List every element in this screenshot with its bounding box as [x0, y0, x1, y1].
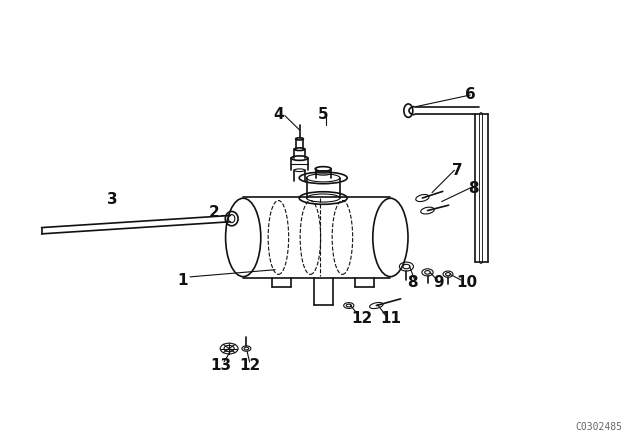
Text: 13: 13 — [210, 358, 232, 373]
Text: 7: 7 — [452, 163, 463, 178]
Text: C0302485: C0302485 — [575, 422, 622, 432]
Text: 1: 1 — [177, 272, 188, 288]
Text: 3: 3 — [107, 192, 117, 207]
Text: 12: 12 — [351, 310, 372, 326]
Text: 10: 10 — [456, 275, 478, 290]
Text: 8: 8 — [408, 275, 418, 290]
Text: 12: 12 — [239, 358, 260, 373]
Text: 11: 11 — [380, 310, 401, 326]
Text: 4: 4 — [273, 107, 284, 122]
Text: 6: 6 — [465, 86, 476, 102]
Text: 5: 5 — [318, 107, 328, 122]
Text: 9: 9 — [433, 275, 444, 290]
Text: 8: 8 — [468, 181, 479, 196]
Text: 2: 2 — [209, 205, 220, 220]
